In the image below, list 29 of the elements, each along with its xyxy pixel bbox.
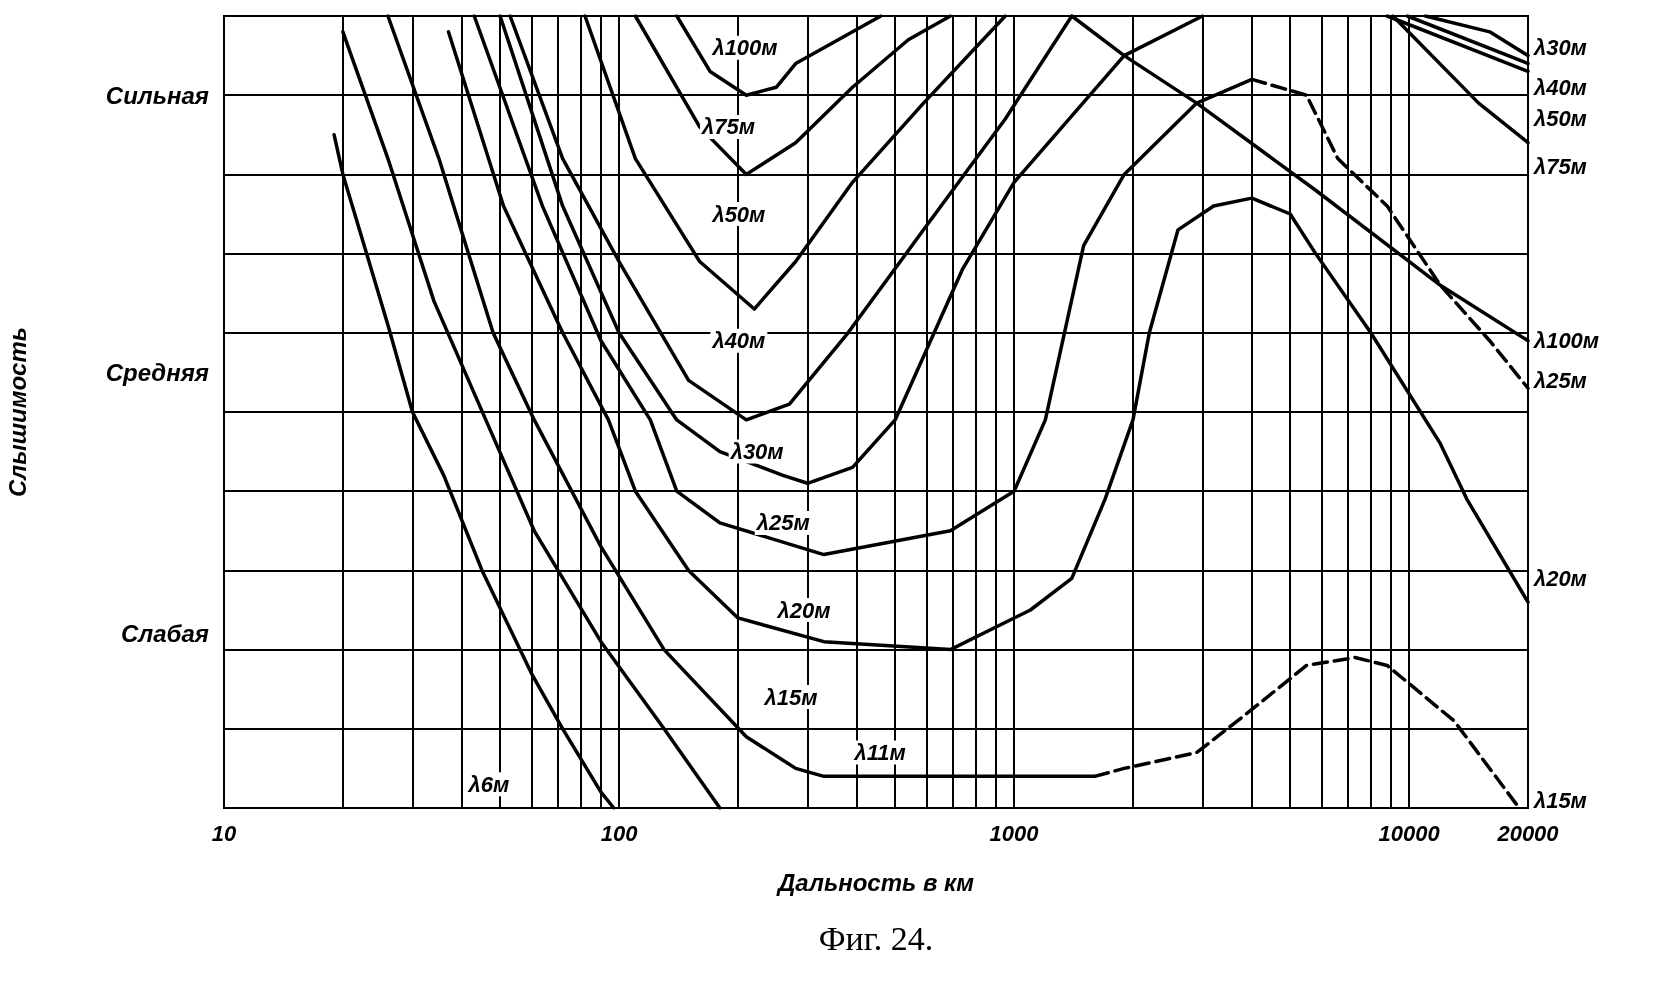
text: λ50м	[1532, 106, 1587, 132]
text: λ40м	[1532, 74, 1587, 100]
annotation: λ6м	[467, 771, 510, 797]
text: λ20м	[1532, 565, 1587, 591]
text: Слышимость	[4, 326, 32, 498]
x-tick-label: 20000	[1496, 820, 1560, 846]
x-tick-label: 1000	[989, 820, 1040, 846]
annotation: λ20м	[776, 597, 831, 623]
text: λ100м	[1532, 328, 1600, 354]
annotation: λ40м	[711, 328, 766, 354]
text: λ25м	[1532, 367, 1587, 393]
text: Фиг. 24.	[818, 920, 934, 958]
text: λ15м	[1532, 787, 1587, 813]
x-axis-title: Дальность в км	[776, 868, 975, 896]
text: λ30м	[1532, 35, 1587, 61]
annotation: λ30м	[729, 439, 784, 465]
text: Сильная	[105, 81, 209, 109]
text: λ75м	[1532, 153, 1587, 179]
x-tick-label: 100	[600, 820, 639, 846]
annotation: λ75м	[700, 114, 755, 140]
annotation: λ50м	[711, 201, 766, 227]
annotation: λ15м	[763, 684, 818, 710]
x-tick-label: 10	[211, 820, 237, 846]
annotation: λ11м	[853, 740, 906, 766]
annotation: λ100м	[711, 35, 778, 61]
text: Слабая	[121, 620, 209, 648]
x-tick-label: 10000	[1378, 820, 1441, 846]
annotation: λ25м	[755, 510, 810, 536]
text: Средняя	[105, 358, 209, 386]
